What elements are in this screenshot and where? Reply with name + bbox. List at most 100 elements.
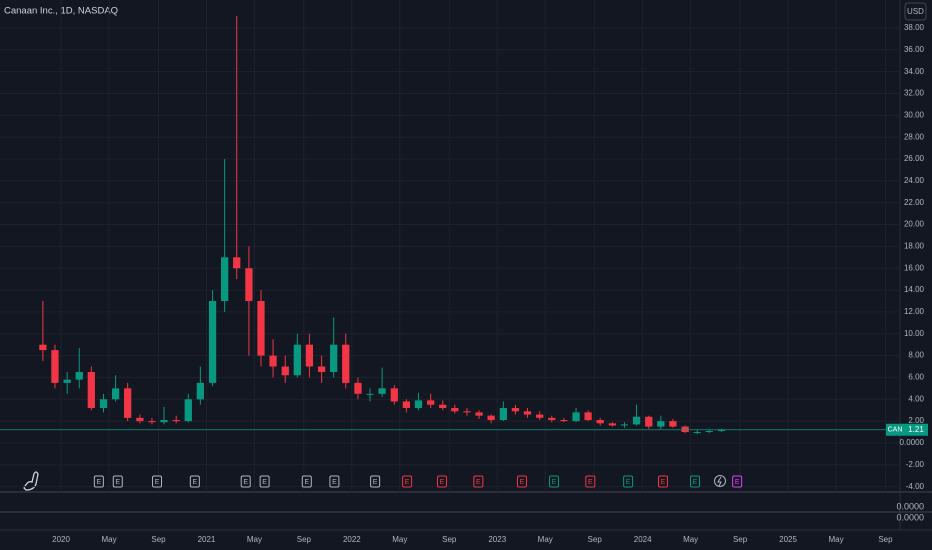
candle-body (463, 411, 471, 413)
candle-body (499, 408, 507, 421)
event-label: E (373, 479, 378, 486)
y-tick-label: 32.00 (904, 89, 925, 98)
x-tick-label: May (538, 535, 553, 544)
event-marker[interactable] (658, 475, 669, 488)
x-tick-label: 2025 (779, 535, 797, 544)
lower-pane-label: 0.0000 (896, 501, 924, 511)
candle-body (584, 412, 592, 421)
grid (0, 0, 900, 492)
event-label: E (661, 479, 666, 486)
event-marker[interactable] (301, 475, 312, 488)
candle-body (548, 417, 556, 421)
x-tick-label: 2020 (52, 535, 70, 544)
x-tick-label: Sep (442, 535, 457, 544)
logo (23, 471, 39, 491)
event-marker[interactable] (329, 475, 340, 488)
currency[interactable]: USD (907, 7, 924, 16)
y-tick-label: 14.00 (904, 285, 925, 294)
x-tick-label: Sep (297, 535, 312, 544)
event-label: E (155, 479, 160, 486)
event-marker[interactable] (623, 475, 634, 488)
y-tick-label: 4.00 (908, 394, 924, 403)
candle-body (645, 416, 653, 427)
event-marker[interactable] (548, 475, 559, 488)
x-tick-label: May (247, 535, 262, 544)
candle-body (342, 344, 350, 383)
y-tick-label: -2.00 (906, 460, 925, 469)
event-marker[interactable] (152, 475, 163, 488)
candle-body (160, 420, 168, 423)
candle-body (705, 430, 713, 433)
y-tick-label: 28.00 (904, 132, 925, 141)
candle-body (511, 408, 520, 412)
event-marker[interactable] (370, 475, 381, 488)
event-marker[interactable] (259, 475, 270, 488)
y-tick-label: 20.00 (904, 220, 925, 229)
candle-body (221, 257, 229, 301)
x-tick-label: 2022 (343, 535, 361, 544)
event-label: E (476, 479, 481, 486)
y-tick-label: 36.00 (904, 45, 925, 54)
candle-body (523, 411, 532, 415)
y-tick-label: -4.00 (906, 482, 925, 491)
candle-body (233, 257, 241, 269)
event-marker[interactable] (189, 475, 200, 488)
candle-body (136, 417, 144, 422)
currency-box[interactable] (904, 2, 927, 21)
event-marker[interactable] (93, 475, 104, 488)
candle-body (681, 426, 689, 433)
candle-body (572, 412, 580, 422)
candle-body (196, 382, 204, 400)
candle-body (475, 412, 483, 416)
candle-body (208, 300, 217, 383)
event-marker[interactable] (402, 475, 413, 488)
x-tick-label: May (683, 535, 698, 544)
candle-body (657, 421, 665, 427)
event-label: E (693, 479, 698, 486)
event-marker[interactable] (473, 475, 484, 488)
event-label: E (588, 479, 593, 486)
y-tick-label: 18.00 (904, 241, 925, 250)
candle-body (669, 421, 677, 427)
event-marker[interactable] (689, 475, 700, 488)
event-marker[interactable] (585, 475, 596, 488)
candle-body (414, 400, 423, 409)
x-tick-label: 2023 (488, 535, 506, 544)
event-icon (717, 476, 722, 487)
candle-body (111, 388, 120, 400)
event-marker[interactable] (516, 475, 527, 488)
event-marker[interactable] (112, 475, 123, 488)
y-tick-label: 26.00 (904, 154, 925, 163)
candle-body (451, 408, 459, 412)
candle-body (632, 416, 641, 425)
x-tick-label: Sep (151, 535, 166, 544)
x-tick-label: 2021 (198, 535, 216, 544)
candle-body (51, 350, 59, 383)
y-tick-label: 10.00 (904, 329, 925, 338)
candle-body (693, 432, 701, 434)
y-tick-label: 16.00 (904, 263, 925, 272)
candle-body (439, 404, 447, 409)
lower-pane-label: 0.0000 (896, 512, 924, 522)
candle-body (293, 344, 301, 376)
event-icon (714, 475, 726, 487)
candle-body (390, 388, 398, 402)
last-price-box (904, 423, 928, 436)
candle-body (402, 401, 411, 409)
event-label: E (192, 479, 197, 486)
candle-body (87, 371, 95, 409)
candle-body (560, 420, 568, 422)
event-marker[interactable] (437, 475, 448, 488)
y-tick-label: 34.00 (904, 67, 925, 76)
candle-body (354, 382, 362, 394)
x-tick-label: Sep (733, 535, 748, 544)
candle-body (487, 415, 495, 421)
x-tick-label: May (101, 535, 116, 544)
last-price-value: 1.21 (908, 425, 924, 434)
candle-body (305, 344, 314, 367)
last-price-symbol: CAN (888, 427, 903, 434)
event-marker[interactable] (240, 475, 251, 488)
event-marker[interactable] (732, 475, 743, 488)
